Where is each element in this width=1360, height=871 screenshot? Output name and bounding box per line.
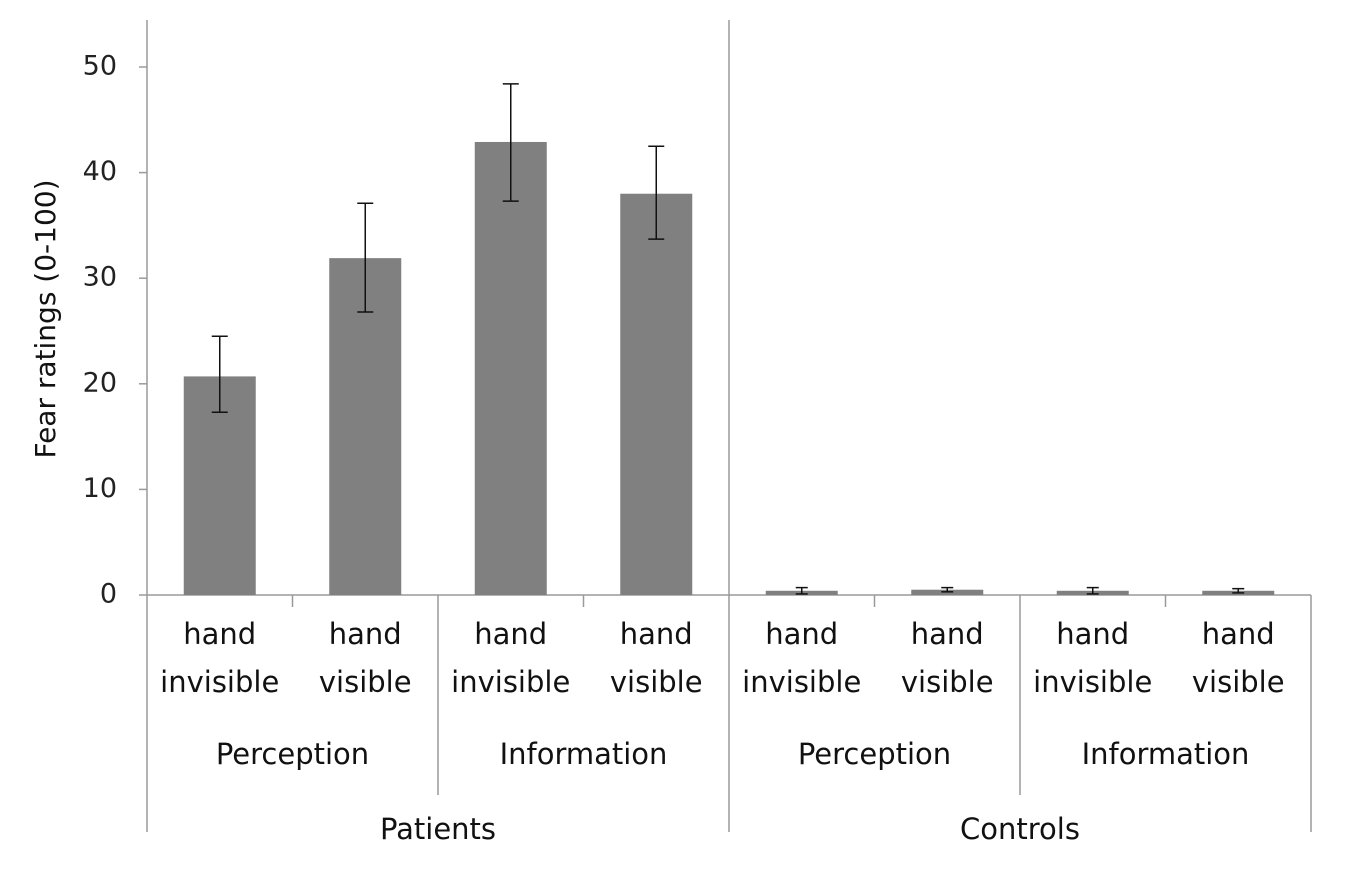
- x-category-label: invisible: [451, 665, 570, 699]
- x-category-label: hand: [911, 617, 984, 651]
- y-tick-label: 0: [100, 579, 117, 610]
- x-category-label: hand: [474, 617, 547, 651]
- y-tick-label: 20: [83, 367, 117, 398]
- x-category-label: hand: [1056, 617, 1129, 651]
- x-condition-label: Perception: [216, 737, 369, 771]
- x-category-label: visible: [1192, 665, 1285, 699]
- category-labels: hand invisible hand visible hand invisible han…: [160, 617, 1284, 846]
- x-category-label: invisible: [160, 665, 279, 699]
- axes: 0 10 20 30 40 50: [83, 20, 1312, 832]
- bar: [620, 193, 693, 595]
- x-category-label: hand: [765, 617, 838, 651]
- error-bars: [211, 83, 1245, 595]
- x-category-label: invisible: [1033, 665, 1152, 699]
- x-category-label: hand: [183, 617, 256, 651]
- y-tick-label: 10: [83, 473, 117, 504]
- x-condition-label: Information: [1082, 737, 1250, 771]
- x-category-label: hand: [620, 617, 693, 651]
- bar: [329, 258, 402, 595]
- x-category-label: visible: [319, 665, 412, 699]
- y-tick-label: 30: [83, 262, 117, 293]
- x-condition-label: Perception: [798, 737, 951, 771]
- y-axis-title: Fear ratings (0-100): [29, 179, 62, 458]
- y-tick-label: 50: [83, 51, 117, 82]
- y-tick-label: 40: [83, 156, 117, 187]
- x-category-label: hand: [1202, 617, 1275, 651]
- x-category-label: visible: [610, 665, 703, 699]
- x-condition-label: Information: [500, 737, 668, 771]
- bar: [474, 141, 547, 595]
- x-category-label: hand: [329, 617, 402, 651]
- x-category-label: visible: [901, 665, 994, 699]
- x-category-label: invisible: [742, 665, 861, 699]
- bars: [183, 141, 1275, 595]
- x-group-label: Patients: [380, 812, 496, 846]
- x-group-label: Controls: [960, 812, 1080, 846]
